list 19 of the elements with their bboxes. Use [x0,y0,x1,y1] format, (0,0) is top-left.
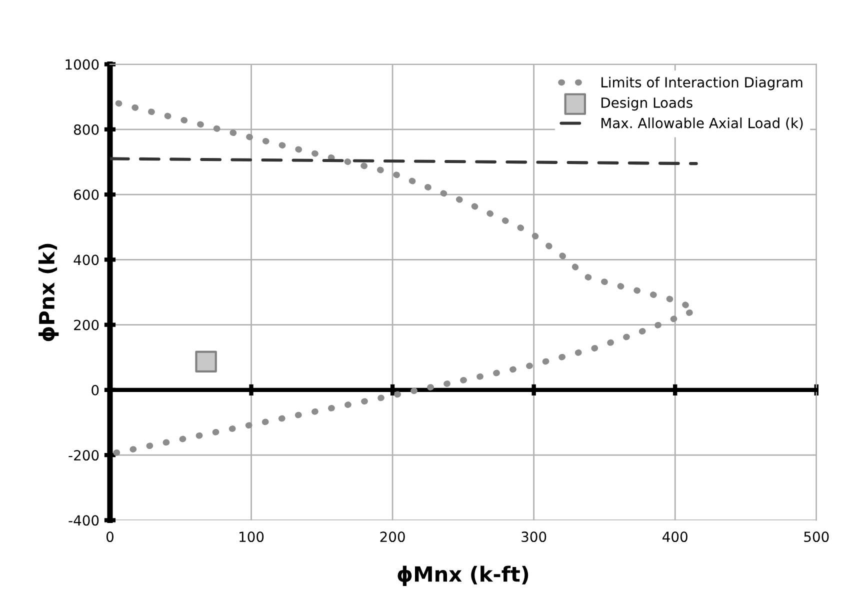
y-tick-label: 600 [74,189,99,200]
x-axis-title: ϕMnx (k-ft) [398,566,528,586]
y-tick-label: 400 [74,254,99,266]
x-tick-label: 100 [240,532,264,542]
y-tick-label: 0 [92,384,99,396]
x-tick-label: 400 [662,532,688,542]
x-tick-label: 500 [804,532,829,542]
legend-label: Design Loads [602,97,692,111]
y-axis-title: ϕPnx (k) [38,244,59,342]
x-tick-label: 200 [380,532,405,542]
x-tick-label: 0 [106,532,114,542]
y-tick-label: -200 [68,450,99,461]
legend-label: Limits of Interaction Diagram [602,76,802,90]
x-tick-label: 300 [522,532,546,542]
y-tick-label: -400 [68,515,99,526]
y-tick-label: 1000 [66,59,99,70]
y-tick-label: 200 [74,320,99,330]
y-tick-label: 800 [74,124,99,135]
legend-label: Max. Allowable Axial Load (k) [602,118,803,130]
